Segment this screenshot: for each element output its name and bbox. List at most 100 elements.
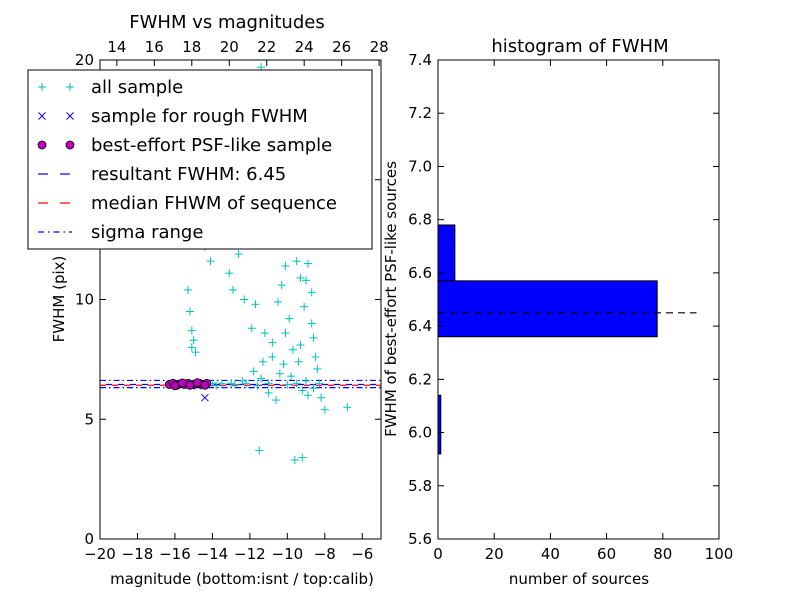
all-sample-point	[264, 379, 273, 388]
histogram-title: histogram of FWHM	[491, 36, 668, 57]
scatter-title: FWHM vs magnitudes	[129, 12, 324, 33]
all-sample-point	[251, 300, 260, 309]
all-sample-point	[292, 379, 301, 388]
histogram-bars	[437, 224, 658, 455]
histogram-x-tick-label: 100	[705, 545, 734, 563]
legend-entry: all sample	[38, 77, 183, 98]
all-sample-point	[307, 288, 316, 297]
scatter-x-tick-label: −16	[159, 545, 191, 563]
legend-label: all sample	[91, 77, 183, 98]
all-sample-point	[268, 352, 277, 361]
all-sample-point	[184, 285, 193, 294]
histogram-y-tick-label: 6.8	[408, 211, 432, 229]
histogram-axes-frame	[437, 59, 720, 540]
scatter-y-tick-label: 0	[84, 530, 94, 548]
psf-like-point	[200, 380, 210, 390]
all-sample-point	[253, 381, 262, 390]
all-sample-point	[302, 276, 311, 285]
all-sample-point	[229, 285, 238, 294]
histogram-x-label: number of sources	[509, 570, 649, 588]
scatter-top-x-tick-label: 22	[257, 38, 276, 56]
scatter-y-tick-label: 20	[75, 51, 94, 69]
psf-like-point	[170, 381, 180, 391]
histogram-x-tick-label: 40	[541, 545, 560, 563]
all-sample-point	[249, 367, 258, 376]
scatter-x-tick-label: −20	[84, 545, 116, 563]
all-sample-point	[240, 295, 249, 304]
scatter-top-x-tick-label: 20	[220, 38, 239, 56]
scatter-y-label: FWHM (pix)	[50, 256, 68, 343]
scatter-x-label: magnitude (bottom:isnt / top:calib)	[110, 570, 374, 588]
legend-marker	[66, 112, 74, 120]
all-sample-point	[227, 379, 236, 388]
legend-marker	[38, 112, 46, 120]
all-sample-point	[258, 357, 267, 366]
scatter-x-tick-label: −12	[234, 545, 266, 563]
scatter-x-ticks: −20 −18 −16 −14 −12 −10 −8 −6	[84, 533, 373, 563]
histogram-y-tick-label: 5.8	[408, 477, 432, 495]
histogram-y-tick-label: 7.0	[408, 157, 432, 175]
histogram-y-tick-label: 6.2	[408, 370, 432, 388]
all-sample-point	[281, 261, 290, 270]
all-sample-point	[187, 326, 196, 335]
histogram-y-tick-label: 6.0	[408, 424, 432, 442]
all-sample-point	[298, 386, 307, 395]
all-sample-point	[268, 338, 277, 347]
legend-entry: sigma range	[38, 222, 203, 243]
all-sample-point	[247, 324, 256, 333]
all-sample-point	[189, 336, 198, 345]
histogram-x-tick-label: 80	[653, 545, 672, 563]
all-sample-point	[260, 329, 269, 338]
all-sample-point	[255, 446, 264, 455]
legend-box	[27, 69, 373, 250]
histogram-panel: 0 20 40 60 80 100 5.6 5.8 6.0 6.2 6.4 6.6 6.8 7.0 7.2…	[382, 36, 733, 588]
legend-label: best-effort PSF-like sample	[91, 135, 332, 156]
scatter-y-tick-label: 10	[75, 291, 94, 309]
all-sample-point	[303, 259, 312, 268]
all-sample-point	[212, 381, 221, 390]
scatter-top-x-tick-label: 26	[332, 38, 351, 56]
all-sample-point	[298, 453, 307, 462]
all-sample-point	[309, 333, 318, 342]
all-sample-point	[307, 319, 316, 328]
all-sample-point	[206, 257, 215, 266]
all-sample-point	[315, 379, 324, 388]
legend-entry: resultant FWHM: 6.45	[38, 164, 286, 185]
all-sample-point	[273, 297, 282, 306]
scatter-x-tick-label: −6	[351, 545, 373, 563]
all-sample-point	[302, 376, 311, 385]
histogram-y-ticks: 5.6 5.8 6.0 6.2 6.4 6.6 6.8 7.0 7.2 7.4	[408, 51, 719, 548]
scatter-x-tick-label: −8	[314, 545, 336, 563]
all-sample-point	[279, 360, 288, 369]
histogram-x-tick-label: 20	[485, 545, 504, 563]
all-sample-point	[285, 314, 294, 323]
histogram-bar	[437, 280, 658, 338]
all-sample-point	[264, 388, 273, 397]
legend-label: median FHWM of sequence	[91, 193, 337, 214]
legend-marker	[37, 140, 47, 150]
scatter-x-tick-label: −18	[122, 545, 154, 563]
all-sample-point	[242, 379, 251, 388]
legend-label: sigma range	[91, 222, 203, 243]
scatter-x-tick-label: −14	[197, 545, 229, 563]
scatter-y-tick-label: 5	[84, 410, 94, 428]
scatter-top-x-tick-label: 28	[370, 38, 389, 56]
psf-like-point	[193, 378, 202, 388]
scatter-panel: −20 −18 −16 −14 −12 −10 −8 −6 14 16 18 20 22 24 26 28 …	[27, 12, 389, 588]
all-sample-point	[300, 302, 309, 311]
rough-fwhm-point	[201, 393, 209, 402]
all-sample-point	[288, 345, 297, 354]
all-sample-point	[281, 329, 290, 338]
all-sample-point	[275, 369, 284, 378]
legend-entries: all sample sample for rough FWHM best-effo…	[37, 77, 337, 243]
scatter-top-x-tick-label: 16	[145, 38, 164, 56]
legend-marker	[65, 140, 75, 150]
histogram-y-tick-label: 6.6	[408, 264, 432, 282]
histogram-x-tick-label: 60	[597, 545, 616, 563]
all-sample-point	[185, 307, 194, 316]
scatter-top-x-tick-label: 14	[107, 38, 126, 56]
all-sample-point	[292, 257, 301, 266]
all-sample-point	[311, 352, 320, 361]
all-sample-point	[230, 380, 239, 389]
